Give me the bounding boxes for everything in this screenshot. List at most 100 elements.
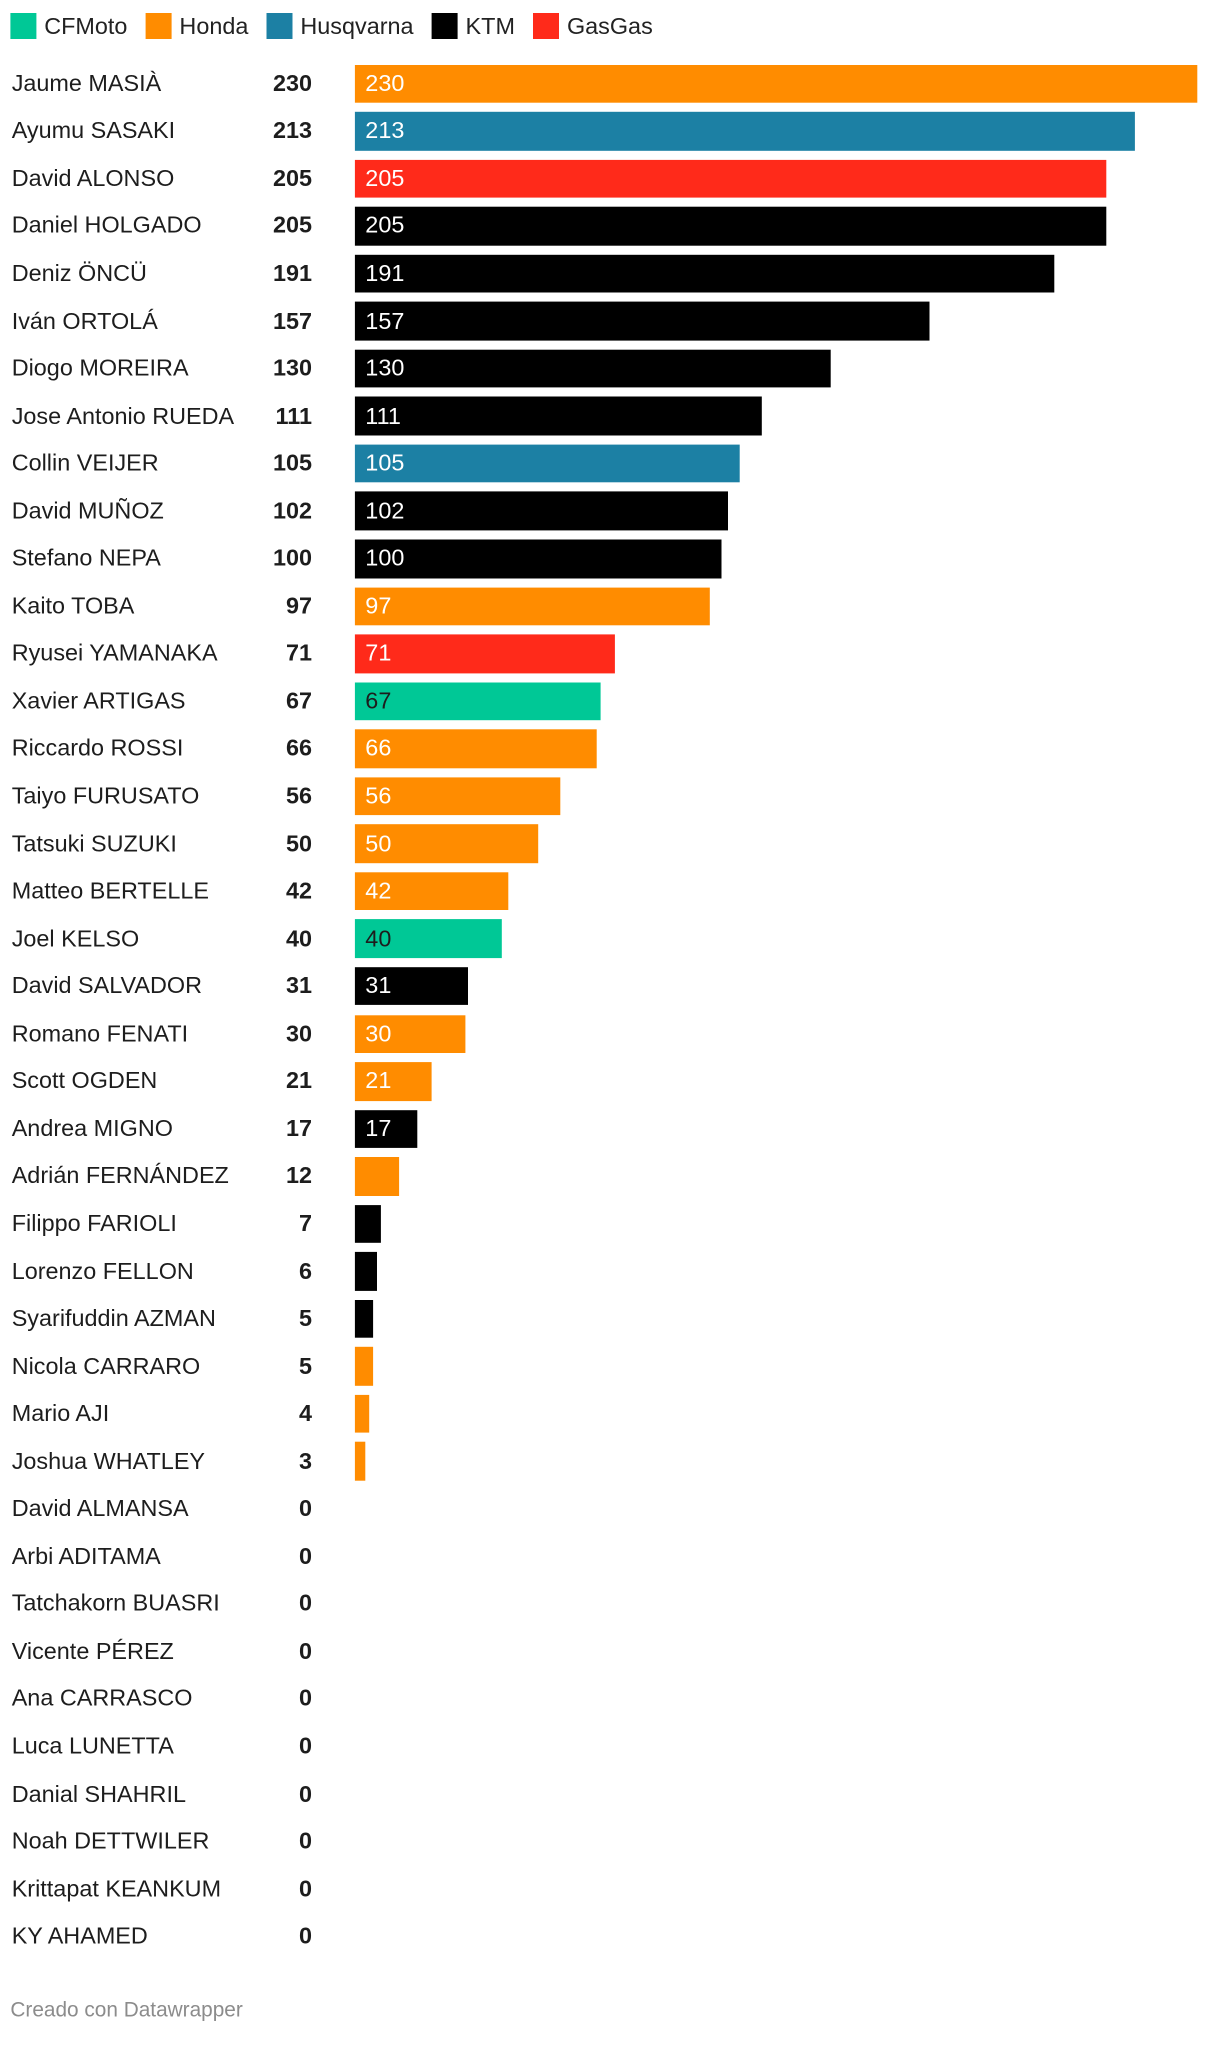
bar-row: Riccardo ROSSI 66 66 xyxy=(0,725,1220,773)
rider-name-label: Adrián FERNÁNDEZ xyxy=(11,1162,229,1189)
bar-data-label: 71 xyxy=(365,640,392,667)
rider-name-label: Stefano NEPA xyxy=(11,545,161,572)
points-value-label: 0 xyxy=(298,1637,312,1664)
bar-data-label: 66 xyxy=(365,735,392,762)
bar-data-label: 17 xyxy=(365,1115,392,1142)
bar: 213 xyxy=(354,111,1136,151)
rider-name-label: Iván ORTOLÁ xyxy=(11,307,158,334)
bar-row: Nicola CARRARO 5 xyxy=(0,1343,1220,1391)
legend-item: Husqvarna xyxy=(266,12,414,39)
footer-credit: Creado con Datawrapper xyxy=(10,1999,243,2022)
points-value-label: 3 xyxy=(298,1447,312,1474)
points-value-label: 157 xyxy=(272,307,312,334)
points-value-label: 0 xyxy=(298,1685,312,1712)
rider-name-label: Noah DETTWILER xyxy=(11,1827,210,1854)
bar-row: Tatsuki SUZUKI 50 50 xyxy=(0,820,1220,868)
bar: 111 xyxy=(354,396,762,436)
bar: 157 xyxy=(354,301,930,341)
bar: 102 xyxy=(354,491,729,531)
legend-item: CFMoto xyxy=(10,12,127,39)
bar-row: Adrián FERNÁNDEZ 12 xyxy=(0,1153,1220,1201)
rider-name-label: Luca LUNETTA xyxy=(11,1732,174,1759)
bar-row: Matteo BERTELLE 42 42 xyxy=(0,868,1220,916)
bar-row: David MUÑOZ 102 102 xyxy=(0,487,1220,535)
rider-name-label: KY AHAMED xyxy=(11,1922,148,1949)
points-value-label: 100 xyxy=(272,545,312,572)
bar-data-label: 56 xyxy=(365,782,392,809)
bar-data-label: 205 xyxy=(365,212,405,239)
points-value-label: 7 xyxy=(298,1210,312,1237)
points-value-label: 0 xyxy=(298,1922,312,1949)
bar: 31 xyxy=(354,967,469,1006)
bar-row: Scott OGDEN 21 21 xyxy=(0,1058,1220,1106)
bar: 97 xyxy=(354,587,711,626)
bar-row: Ayumu SASAKI 213 213 xyxy=(0,107,1220,155)
bar-row: David ALONSO 205 205 xyxy=(0,155,1220,203)
rider-name-label: Diogo MOREIRA xyxy=(11,354,189,381)
points-value-label: 6 xyxy=(298,1257,312,1284)
bar-row: Krittapat KEANKUM 0 xyxy=(0,1865,1220,1913)
points-value-label: 0 xyxy=(298,1780,312,1807)
bar-data-label: 130 xyxy=(365,354,405,381)
bar: 130 xyxy=(354,349,832,388)
bar xyxy=(354,1252,377,1291)
bar-row: Vicente PÉREZ 0 xyxy=(0,1628,1220,1676)
bar-row: Tatchakorn BUASRI 0 xyxy=(0,1580,1220,1628)
bar: 67 xyxy=(354,682,601,721)
legend-swatch xyxy=(431,13,458,39)
bar-row: Danial SHAHRIL 0 xyxy=(0,1770,1220,1818)
legend-swatch xyxy=(10,13,37,39)
rider-name-label: David ALMANSA xyxy=(11,1495,189,1522)
points-value-label: 0 xyxy=(298,1495,312,1522)
rider-name-label: Lorenzo FELLON xyxy=(11,1257,194,1284)
bar: 71 xyxy=(354,634,615,673)
rider-name-label: Jose Antonio RUEDA xyxy=(11,402,235,429)
bar-row: Collin VEIJER 105 105 xyxy=(0,440,1220,488)
bar-row: Diogo MOREIRA 130 130 xyxy=(0,345,1220,393)
bar-data-label: 40 xyxy=(365,925,392,952)
rider-name-label: Mario AJI xyxy=(11,1400,110,1427)
bar-data-label: 42 xyxy=(365,877,392,904)
bar-row: Daniel HOLGADO 205 205 xyxy=(0,202,1220,250)
rider-name-label: Arbi ADITAMA xyxy=(11,1542,161,1569)
bar-row: Ryusei YAMANAKA 71 71 xyxy=(0,630,1220,678)
bar xyxy=(354,1157,399,1196)
rider-name-label: Syarifuddin AZMAN xyxy=(11,1305,216,1332)
rider-name-label: Joshua WHATLEY xyxy=(11,1447,206,1474)
legend-item: KTM xyxy=(431,12,515,39)
bar-row: Iván ORTOLÁ 157 157 xyxy=(0,297,1220,345)
legend-swatch xyxy=(266,13,293,39)
bar-row: Mario AJI 4 xyxy=(0,1390,1220,1438)
bar-data-label: 50 xyxy=(365,830,392,857)
bar-data-label: 30 xyxy=(365,1020,392,1047)
rider-name-label: Andrea MIGNO xyxy=(11,1115,173,1142)
rider-name-label: Tatchakorn BUASRI xyxy=(11,1590,220,1617)
points-value-label: 67 xyxy=(285,687,312,714)
bar-row: Filippo FARIOLI 7 xyxy=(0,1200,1220,1248)
rider-name-label: Ana CARRASCO xyxy=(11,1685,193,1712)
points-value-label: 42 xyxy=(285,877,312,904)
bar-row: Joel KELSO 40 40 xyxy=(0,915,1220,963)
bar: 66 xyxy=(354,729,597,768)
rider-name-label: Daniel HOLGADO xyxy=(11,212,202,239)
points-value-label: 66 xyxy=(285,735,312,762)
bar-data-label: 191 xyxy=(365,259,405,286)
bar-row: Jose Antonio RUEDA 111 111 xyxy=(0,392,1220,440)
bar-row: David ALMANSA 0 xyxy=(0,1485,1220,1533)
points-value-label: 0 xyxy=(298,1590,312,1617)
legend: CFMoto Honda Husqvarna KTM GasGas xyxy=(10,10,671,41)
bar: 42 xyxy=(354,872,509,911)
rider-name-label: Krittapat KEANKUM xyxy=(11,1875,222,1902)
points-value-label: 40 xyxy=(285,925,312,952)
bar-row: Stefano NEPA 100 100 xyxy=(0,535,1220,583)
points-value-label: 4 xyxy=(298,1400,312,1427)
points-value-label: 0 xyxy=(298,1542,312,1569)
bar xyxy=(354,1299,374,1339)
bar-data-label: 230 xyxy=(365,69,405,96)
bar: 205 xyxy=(354,159,1106,198)
legend-label: GasGas xyxy=(566,12,653,39)
points-value-label: 105 xyxy=(272,450,312,477)
bar-row: Xavier ARTIGAS 67 67 xyxy=(0,677,1220,725)
bar-row: Luca LUNETTA 0 xyxy=(0,1723,1220,1771)
